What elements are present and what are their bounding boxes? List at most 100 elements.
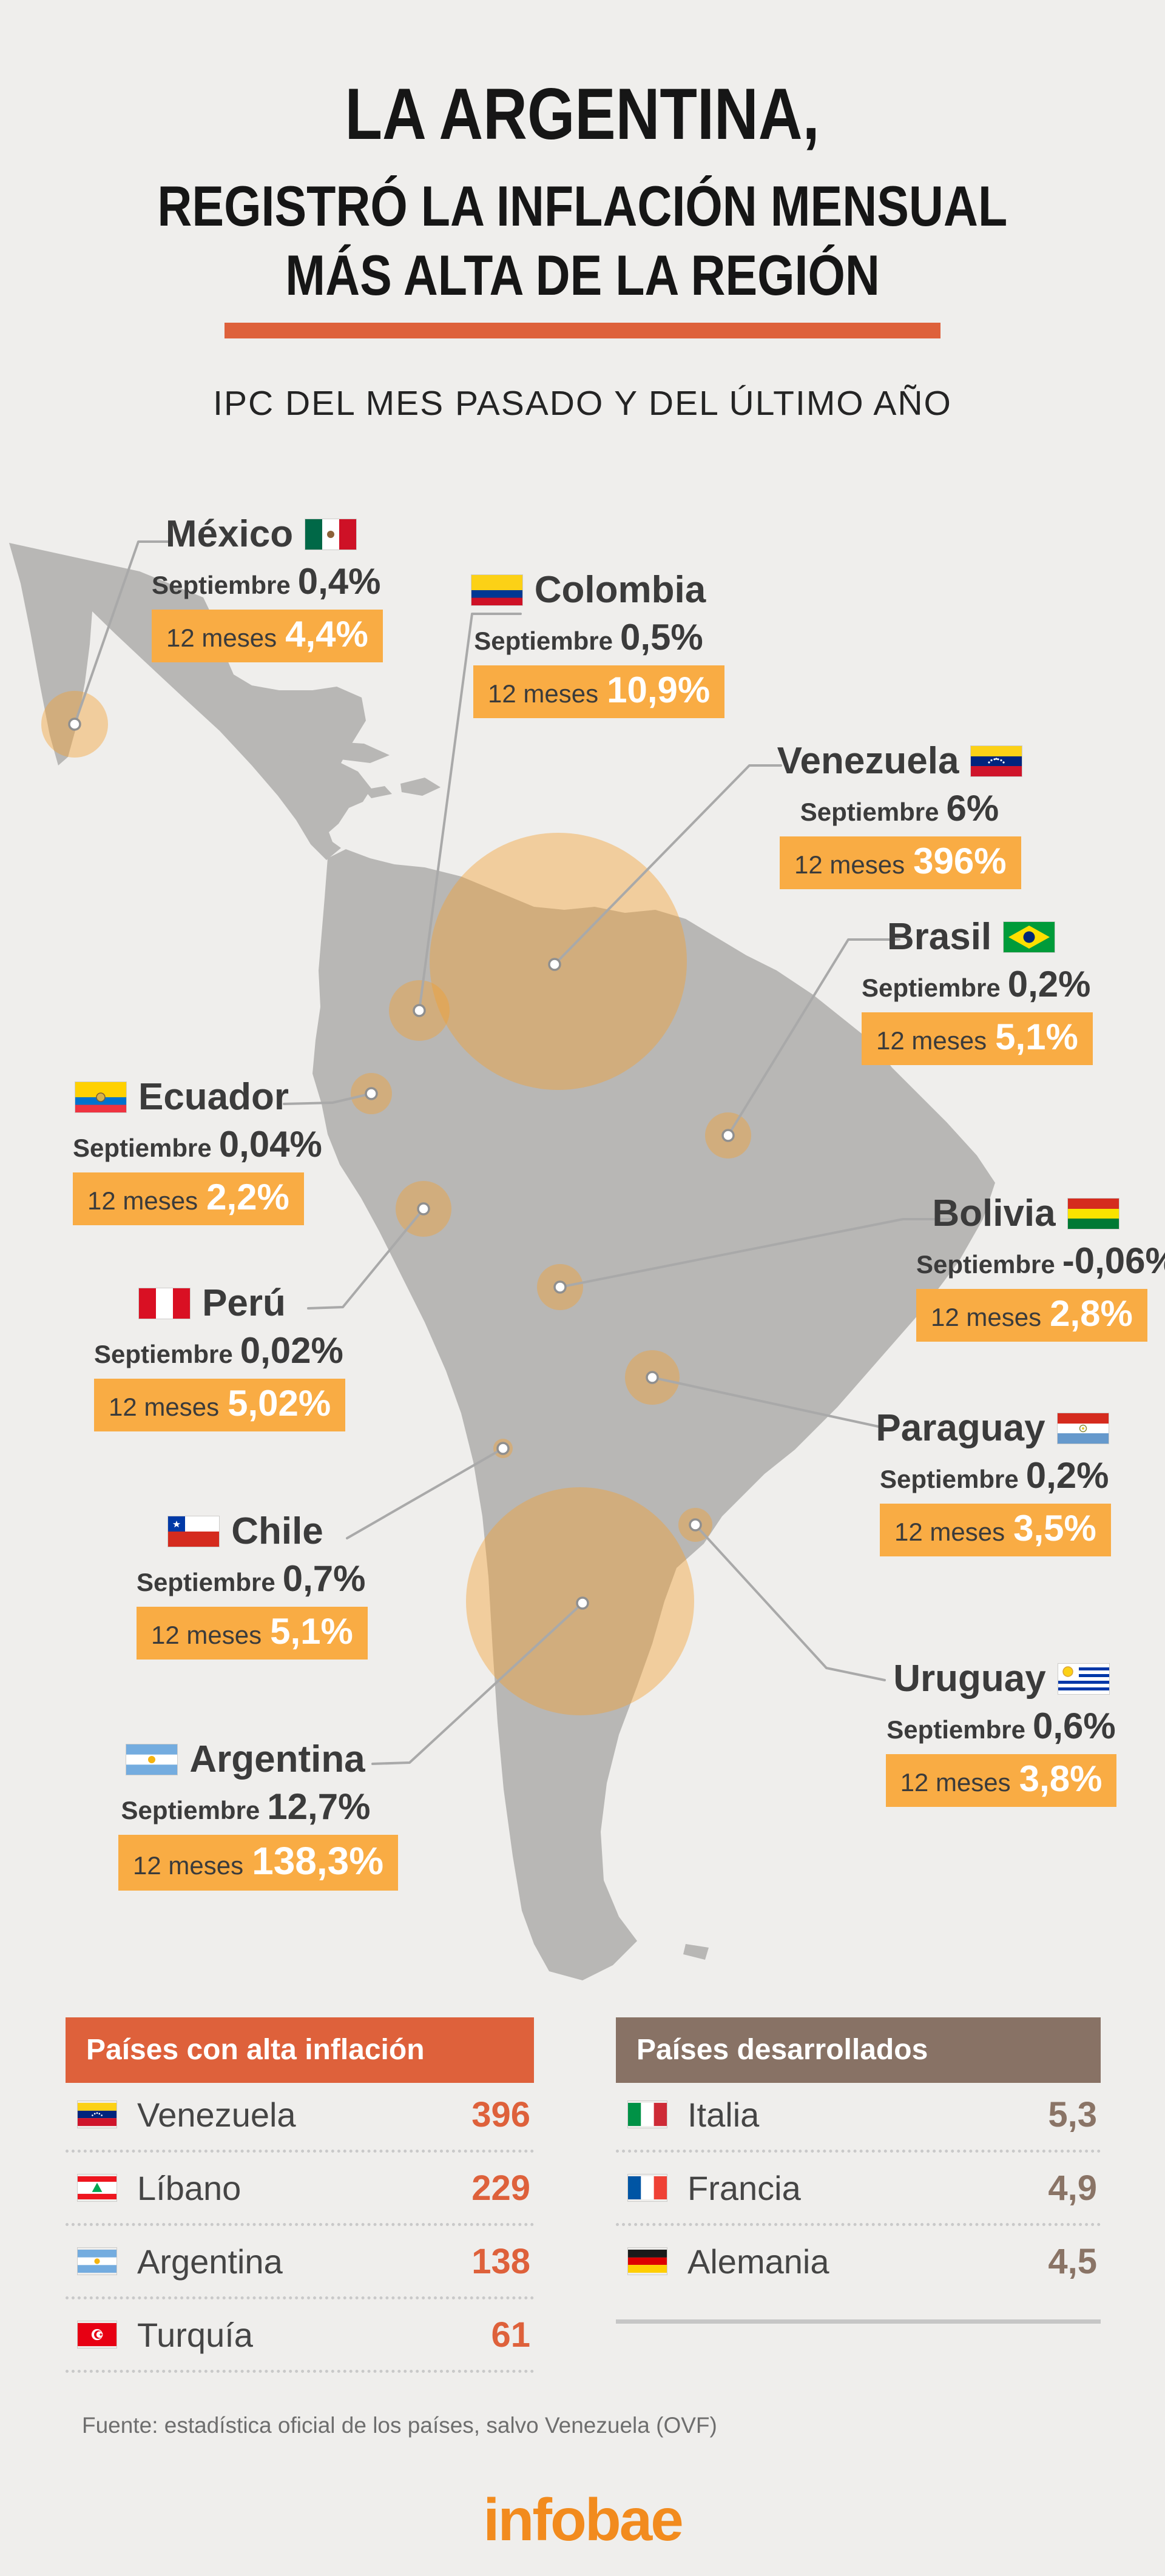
label-mexico: México Septiembre 0,4% 12 meses 4,4% (152, 513, 383, 662)
country-name: Paraguay (876, 1407, 1045, 1449)
month-value: 6% (946, 788, 999, 829)
dotted-separator (616, 2150, 1101, 2153)
country-name: Colombia (534, 569, 706, 611)
year-value: 138,3% (252, 1839, 384, 1883)
year-value: 3,5% (1013, 1508, 1096, 1549)
alemania-flag-icon (628, 2249, 667, 2273)
year-value: 2,2% (206, 1177, 289, 1217)
year-value: 4,4% (285, 614, 368, 654)
country-name: Ecuador (138, 1076, 289, 1118)
dot-venezuela (548, 958, 561, 971)
month-value: 0,2% (1007, 964, 1091, 1004)
turquia-flag-icon (78, 2322, 116, 2347)
year-value: 5,1% (995, 1017, 1078, 1057)
year-badge: 12 meses 10,9% (473, 665, 725, 718)
year-badge: 12 meses 396% (780, 836, 1021, 889)
colombia-flag-icon (471, 575, 522, 605)
country-name: Venezuela (777, 740, 959, 782)
title-line-3: MÁS ALTA DE LA REGIÓN (285, 243, 880, 307)
dot-uruguay (689, 1518, 702, 1532)
table-row: Venezuela 396 (66, 2083, 534, 2146)
country-name: Brasil (886, 916, 992, 958)
dotted-separator (616, 2223, 1101, 2226)
country-name: Perú (202, 1282, 286, 1324)
table-row: Argentina 138 (66, 2230, 534, 2293)
dot-brasil (721, 1129, 735, 1142)
dot-ecuador (365, 1087, 378, 1100)
bolivia-flag-icon (1067, 1199, 1119, 1229)
dotted-separator (66, 2150, 534, 2153)
year-value: 5,1% (270, 1611, 353, 1652)
label-peru: Perú Septiembre 0,02% 12 meses 5,02% (94, 1282, 346, 1431)
country-name: Uruguay (893, 1658, 1046, 1700)
year-badge: 12 meses 5,1% (862, 1012, 1093, 1065)
francia-flag-icon (628, 2176, 667, 2200)
label-venezuela: Venezuela Septiembre 6% 12 meses 396% (777, 740, 1022, 889)
year-value: 2,8% (1050, 1293, 1133, 1334)
year-badge: 12 meses 2,2% (73, 1172, 304, 1225)
month-value: 0,4% (297, 561, 381, 602)
country-name: Chile (231, 1510, 323, 1552)
connector-lines (73, 540, 951, 1765)
month-value: 0,6% (1032, 1706, 1116, 1746)
argentina-flag-icon (126, 1744, 178, 1775)
dot-argentina (576, 1596, 589, 1610)
developed-countries-table: Países desarrollados Italia 5,3 Francia … (616, 2017, 1101, 2324)
year-value: 10,9% (607, 670, 711, 710)
map-silhouette (9, 543, 995, 1980)
month-label: Septiembre (152, 571, 291, 599)
subtitle: IPC DEL MES PASADO Y DEL ÚLTIMO AÑO (213, 384, 952, 423)
month-value: 0,02% (240, 1330, 343, 1371)
uruguay-flag-icon (1058, 1664, 1109, 1694)
title-line-2: REGISTRÓ LA INFLACIÓN MENSUAL (157, 174, 1008, 238)
peru-flag-icon (139, 1288, 191, 1319)
ecuador-flag-icon (75, 1082, 126, 1112)
label-argentina: Argentina Septiembre 12,7% 12 meses 138,3% (118, 1738, 399, 1891)
dot-peru (417, 1202, 430, 1216)
dotted-separator (66, 2370, 534, 2373)
dotted-separator (66, 2296, 534, 2299)
dot-chile (496, 1442, 510, 1455)
dot-bolivia (553, 1280, 567, 1294)
table-row: Líbano 229 (66, 2156, 534, 2219)
month-value: 0,5% (620, 617, 703, 657)
year-badge: 12 meses 138,3% (118, 1835, 399, 1891)
label-brasil: Brasil Septiembre 0,2% 12 meses 5,1% (862, 916, 1093, 1065)
dot-mexico (68, 718, 81, 731)
month-value: 12,7% (267, 1786, 371, 1827)
year-badge: 12 meses 5,02% (94, 1379, 346, 1431)
libano-flag-icon (78, 2176, 116, 2200)
year-badge: 12 meses 3,5% (880, 1504, 1111, 1556)
label-chile: Chile Septiembre 0,7% 12 meses 5,1% (137, 1510, 368, 1660)
year-value: 5,02% (228, 1383, 331, 1424)
dot-paraguay (646, 1371, 659, 1384)
year-badge: 12 meses 3,8% (885, 1754, 1117, 1807)
italia-flag-icon (628, 2102, 667, 2127)
dotted-separator (66, 2223, 534, 2226)
label-paraguay: Paraguay Septiembre 0,2% 12 meses 3,5% (876, 1408, 1111, 1556)
argentina-flag-icon (78, 2249, 116, 2273)
country-name: México (165, 513, 294, 555)
venezuela-flag-icon (78, 2102, 116, 2127)
high-inflation-table: Países con alta inflación Venezuela 396 … (66, 2017, 534, 2376)
year-badge: 12 meses 5,1% (137, 1607, 368, 1660)
title-underline (225, 323, 940, 338)
table-header: Países desarrollados (616, 2017, 1101, 2083)
label-colombia: Colombia Septiembre 0,5% 12 meses 10,9% (471, 569, 725, 718)
dot-colombia (413, 1004, 426, 1017)
location-dots (68, 718, 735, 1610)
year-badge: 12 meses 4,4% (152, 610, 383, 662)
year-value: 3,8% (1019, 1758, 1103, 1799)
month-value: 0,7% (282, 1558, 366, 1599)
source-note: Fuente: estadística oficial de los paíse… (82, 2413, 717, 2438)
label-uruguay: Uruguay Septiembre 0,6% 12 meses 3,8% (883, 1659, 1119, 1807)
table-row: Francia 4,9 (616, 2156, 1101, 2219)
country-name: Argentina (189, 1738, 365, 1780)
mexico-flag-icon (305, 519, 357, 550)
month-value: 0,04% (218, 1124, 322, 1165)
table-bottom-line (616, 2319, 1101, 2324)
venezuela-flag-icon (971, 746, 1022, 776)
